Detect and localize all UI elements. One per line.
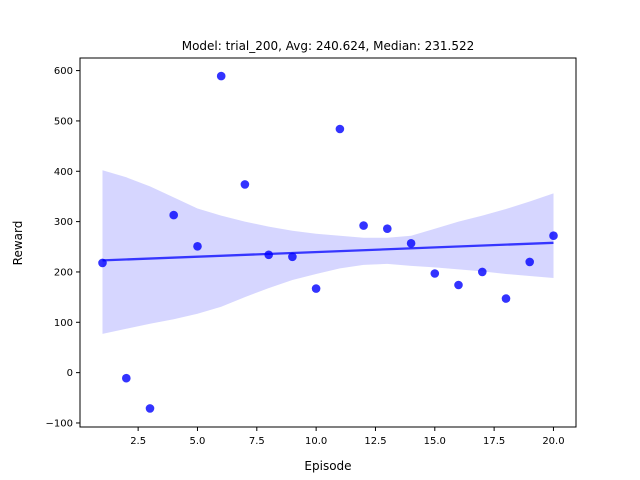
data-point [311,284,321,293]
data-point [216,71,226,81]
y-tick-label: −100 [46,418,73,429]
data-point [169,210,178,220]
y-axis-label: Reward [11,221,25,266]
x-tick-label: 17.5 [483,436,505,447]
x-tick-label: 15.0 [424,436,446,447]
x-tick-label: 7.5 [249,436,265,447]
data-point [359,221,368,230]
data-point [122,373,131,383]
x-tick-label: 10.0 [305,436,327,447]
plot-frame [79,57,577,428]
data-point [335,124,345,134]
chart-title: Model: trial_200, Avg: 240.624, Median: … [182,39,475,53]
data-point [501,294,511,303]
x-tick-label: 5.0 [190,436,206,447]
x-tick-label: 12.5 [364,436,386,447]
data-point [406,239,416,248]
data-point [383,224,392,233]
data-point [478,267,487,277]
y-tick-label: 0 [67,368,73,379]
y-tick-label: 600 [54,66,73,77]
y-tick-label: 200 [54,267,73,278]
y-tick-label: 100 [54,318,73,329]
data-point [454,280,463,290]
data-point [525,257,534,267]
x-tick-label: 2.5 [130,436,146,447]
y-tick-label: 500 [54,116,73,127]
x-tick-label: 20.0 [542,436,564,447]
x-axis-label: Episode [304,459,351,473]
data-point [145,404,155,413]
data-point [549,231,558,240]
y-tick-label: 300 [54,217,73,228]
data-point [193,242,202,251]
y-tick-label: 400 [54,167,73,178]
regression-line [102,241,554,262]
data-point [240,180,250,189]
data-point [430,269,440,278]
data-point [288,252,297,262]
